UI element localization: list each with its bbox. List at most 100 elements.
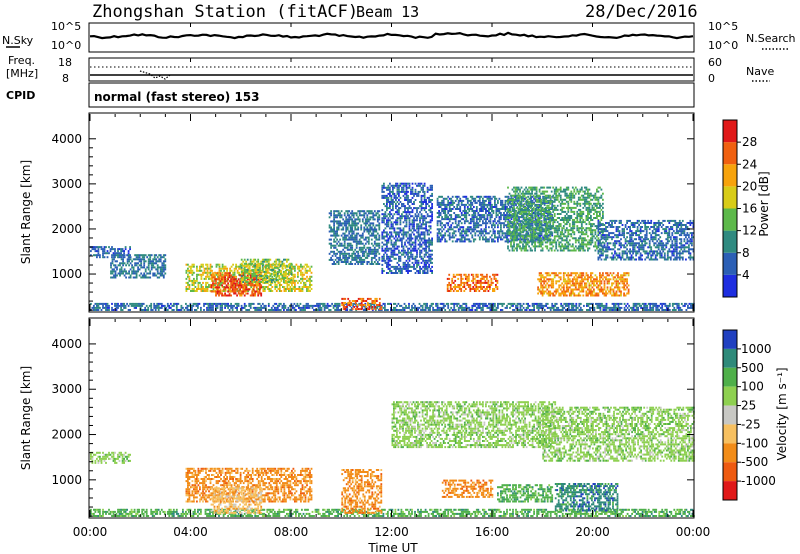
power-cell: [384, 186, 387, 189]
power-cell: [586, 302, 588, 305]
power-cell: [378, 214, 381, 217]
power-cell: [290, 268, 293, 271]
power-cell: [199, 267, 201, 270]
power-cell: [468, 240, 471, 243]
power-cell: [346, 214, 349, 217]
power-cell: [297, 275, 299, 278]
power-cell: [668, 309, 671, 311]
power-cell: [498, 222, 501, 225]
power-cell: [124, 248, 127, 251]
power-cell: [345, 220, 348, 223]
power-cell: [548, 234, 551, 237]
power-cell: [344, 306, 347, 308]
power-cell: [336, 222, 338, 225]
power-cell: [430, 304, 433, 307]
power-cell: [679, 309, 682, 311]
power-cell: [251, 279, 254, 281]
power-cell: [380, 306, 383, 308]
power-cell: [218, 271, 221, 274]
power-cell: [387, 186, 390, 189]
power-cell: [608, 309, 611, 311]
power-cell: [297, 271, 299, 274]
power-cell: [617, 306, 620, 309]
power-cell: [337, 228, 340, 231]
power-cell: [519, 302, 522, 305]
power-cell: [387, 261, 390, 264]
power-cell: [363, 246, 366, 249]
power-cell: [530, 210, 532, 212]
power-cell: [454, 218, 457, 221]
power-cell: [239, 265, 242, 268]
power-cell: [381, 267, 384, 270]
power-cell: [108, 246, 110, 249]
power-cell: [386, 209, 388, 212]
power-cell: [342, 256, 345, 259]
power-cell: [370, 234, 373, 237]
power-cell: [416, 251, 418, 254]
power-cell: [140, 266, 143, 269]
power-cell: [664, 302, 667, 305]
power-cell: [381, 255, 384, 258]
power-cell: [477, 224, 480, 227]
power-cell: [447, 195, 450, 198]
power-cell: [411, 211, 414, 214]
power-cell: [224, 282, 226, 285]
power-cell: [306, 271, 308, 274]
power-cell: [420, 255, 423, 258]
power-cell: [267, 264, 270, 267]
power-cell: [355, 258, 358, 261]
power-cell: [426, 186, 429, 189]
power-cell: [539, 195, 541, 198]
power-cell: [270, 306, 273, 309]
power-cell: [404, 211, 406, 214]
power-cell: [219, 306, 222, 309]
power-cell: [386, 243, 388, 246]
power-cell: [180, 304, 183, 307]
power-cell: [105, 246, 107, 249]
power-cell: [231, 284, 234, 287]
power-cell: [264, 274, 267, 277]
power-cell: [392, 225, 394, 228]
power-cell: [199, 265, 201, 268]
power-cell: [389, 211, 391, 214]
power-cell: [492, 304, 495, 307]
power-cell: [348, 236, 351, 239]
power-cell: [246, 277, 249, 279]
power-cell: [150, 268, 153, 271]
power-cell: [197, 288, 200, 290]
power-cell: [426, 215, 429, 218]
power-cell: [439, 214, 442, 217]
power-cell: [320, 302, 323, 305]
power-cell: [411, 225, 414, 228]
power-cell: [334, 210, 337, 213]
power-cell: [97, 252, 100, 255]
power-cell: [503, 212, 505, 214]
power-cell: [628, 304, 630, 307]
power-cell: [431, 217, 433, 220]
power-cell: [570, 304, 573, 307]
power-cell: [475, 195, 478, 198]
power-cell: [298, 290, 301, 292]
power-cell: [471, 216, 474, 219]
power-cell: [674, 302, 677, 305]
power-cell: [546, 238, 549, 241]
power-cell: [540, 224, 543, 227]
power-cell: [356, 300, 359, 302]
power-cell: [354, 308, 357, 311]
power-cell: [328, 309, 330, 311]
power-cell: [143, 276, 146, 279]
power-cell: [552, 309, 555, 311]
power-cell: [248, 288, 251, 291]
power-cell: [331, 302, 333, 305]
power-cell: [135, 262, 138, 265]
power-cell: [199, 288, 201, 290]
power-cell: [351, 230, 354, 233]
power-cell: [451, 199, 454, 202]
power-cell: [192, 304, 195, 307]
power-cell: [364, 236, 367, 239]
power-cell: [221, 265, 224, 268]
power-cell: [251, 281, 254, 283]
power-cell: [240, 274, 243, 277]
power-cell: [460, 240, 463, 243]
power-cell: [401, 243, 403, 246]
